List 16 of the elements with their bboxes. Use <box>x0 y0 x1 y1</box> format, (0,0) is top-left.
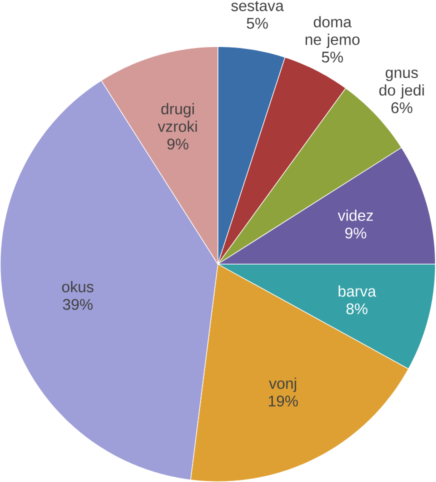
slice-label: barva <box>338 285 376 297</box>
data-label: 9% <box>167 138 188 150</box>
slice-label: doma ne jemo <box>306 16 360 48</box>
slice-label: sestava <box>231 1 284 12</box>
slice-label: gnus do jedi <box>379 70 424 99</box>
data-label: 9% <box>345 228 366 239</box>
data-label: 39% <box>63 299 93 310</box>
data-label: 5% <box>322 52 344 63</box>
data-label: 5% <box>246 18 268 29</box>
slice-label: drugi vzroki <box>158 103 197 132</box>
slice-label: videz <box>338 210 373 221</box>
slice-label: okus <box>62 281 94 292</box>
data-label: 8% <box>346 303 368 314</box>
slice-label: vonj <box>269 378 296 392</box>
data-label: 6% <box>392 102 412 114</box>
data-label: 19% <box>268 396 298 407</box>
